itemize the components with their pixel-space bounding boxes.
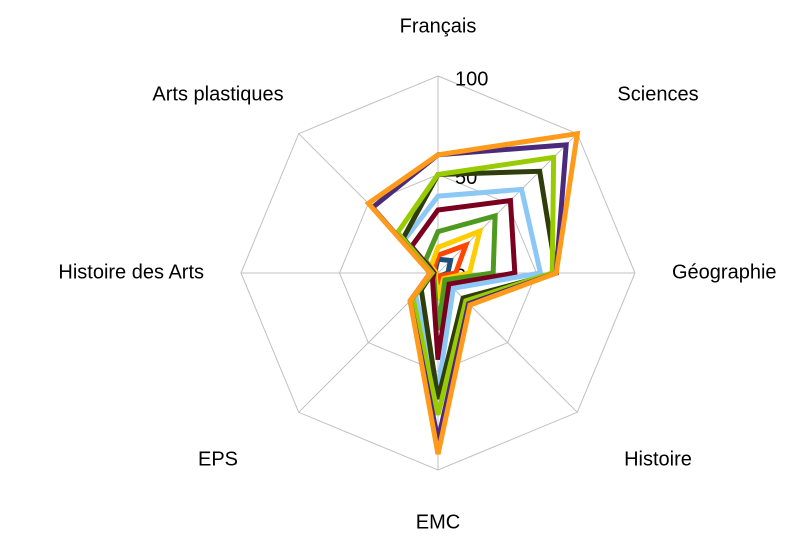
category-label: Français xyxy=(400,15,477,37)
category-label: Arts plastiques xyxy=(152,84,283,106)
series-line xyxy=(364,130,581,455)
category-label: EMC xyxy=(416,511,460,533)
category-label: EPS xyxy=(198,448,238,470)
y-tick-label: 100 xyxy=(455,68,488,90)
category-label: Histoire des Arts xyxy=(58,261,204,283)
category-label: Géographie xyxy=(672,261,777,283)
category-label: Histoire xyxy=(624,448,692,470)
category-label: Sciences xyxy=(617,84,698,106)
